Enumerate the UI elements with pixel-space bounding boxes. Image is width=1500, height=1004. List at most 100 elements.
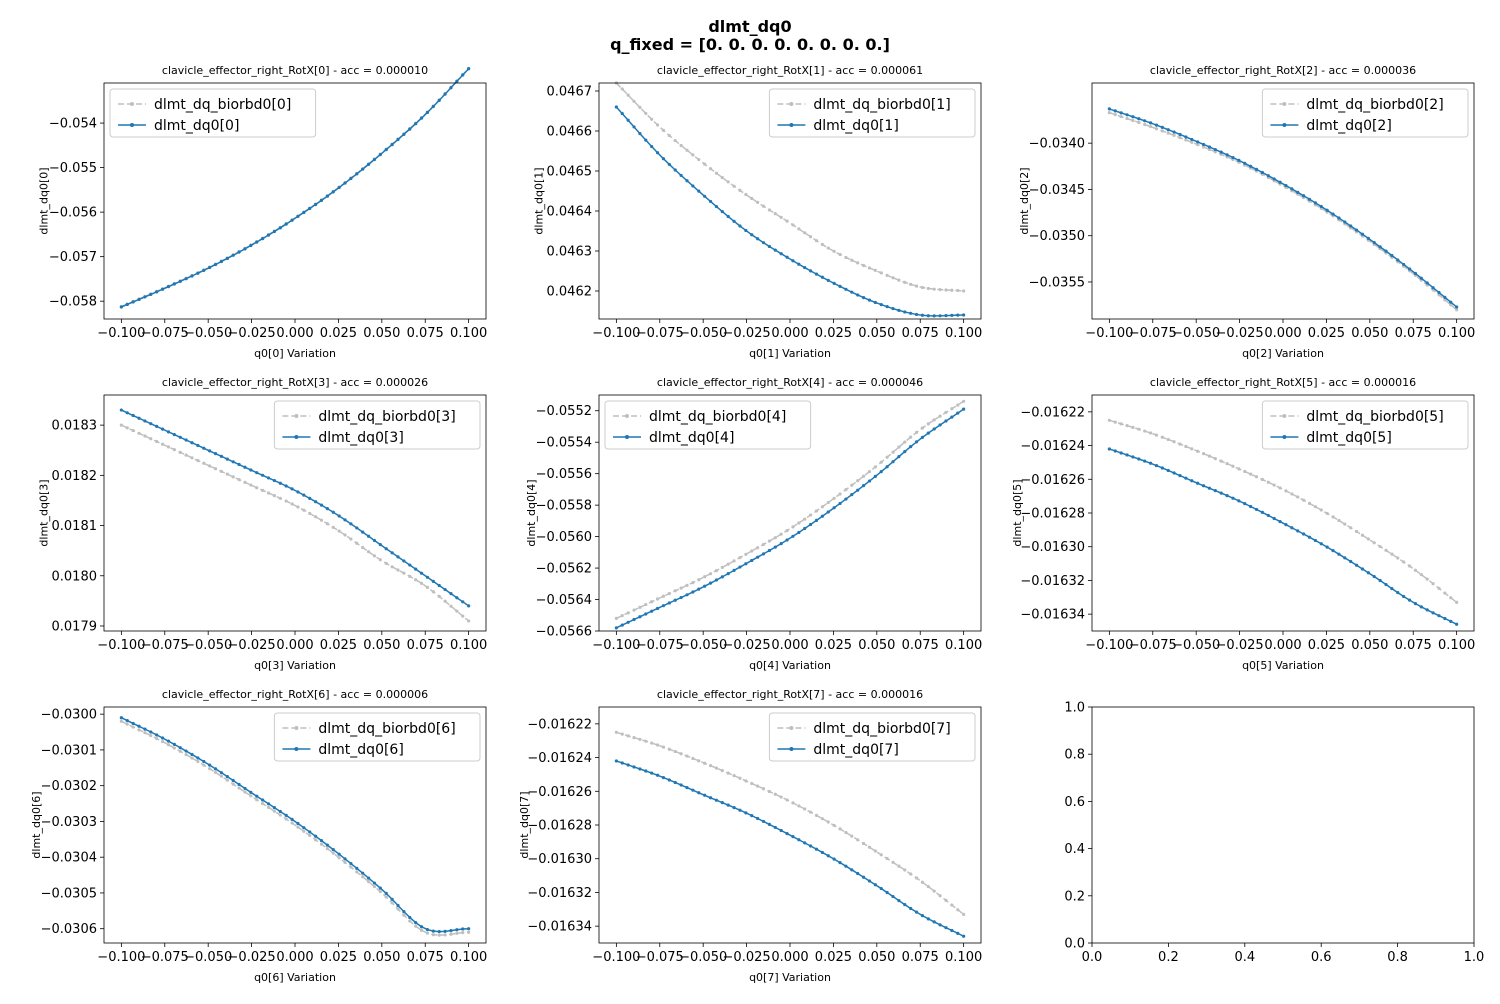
data-point bbox=[726, 803, 730, 807]
data-point bbox=[1201, 142, 1206, 147]
series-1 bbox=[614, 759, 966, 938]
data-point bbox=[885, 273, 889, 277]
data-point bbox=[155, 424, 159, 428]
data-point bbox=[744, 192, 748, 197]
subplot-title: clavicle_effector_right_RotX[0] - acc = … bbox=[162, 64, 428, 77]
data-point bbox=[202, 446, 206, 450]
data-point bbox=[155, 736, 159, 741]
data-point bbox=[384, 891, 388, 896]
data-point bbox=[1178, 136, 1182, 140]
data-point bbox=[125, 426, 129, 430]
data-point bbox=[932, 418, 936, 422]
data-point bbox=[231, 460, 235, 464]
series-0 bbox=[119, 719, 471, 937]
y-tick-label: −0.01622 bbox=[527, 717, 592, 732]
data-point bbox=[638, 615, 642, 619]
data-point bbox=[208, 265, 212, 270]
data-point bbox=[125, 411, 129, 415]
data-point bbox=[225, 457, 229, 461]
data-point bbox=[202, 268, 206, 273]
y-tick-label: −0.0558 bbox=[536, 499, 592, 514]
legend-label: dlmt_dq0[5] bbox=[1306, 430, 1391, 446]
x-tick-label: −0.075 bbox=[636, 326, 684, 341]
data-point bbox=[196, 759, 200, 764]
data-point bbox=[614, 105, 618, 109]
data-point bbox=[1349, 559, 1353, 564]
data-point bbox=[962, 407, 966, 411]
data-point bbox=[767, 548, 772, 553]
y-tick-label: −0.0562 bbox=[536, 562, 592, 577]
data-point bbox=[1148, 125, 1153, 129]
y-tick-label: −0.0355 bbox=[1029, 275, 1085, 290]
y-tick-label: −0.01624 bbox=[527, 751, 592, 766]
x-tick-label: 0.6 bbox=[1311, 950, 1332, 965]
data-point bbox=[814, 518, 819, 522]
data-point bbox=[1425, 577, 1429, 581]
data-point bbox=[903, 310, 907, 314]
data-point bbox=[850, 868, 854, 872]
data-point bbox=[314, 515, 318, 519]
data-point bbox=[767, 539, 772, 543]
data-point bbox=[620, 732, 624, 736]
data-point bbox=[832, 249, 836, 254]
data-point bbox=[372, 157, 377, 162]
data-point bbox=[938, 923, 942, 927]
data-point bbox=[414, 122, 418, 126]
data-point bbox=[1154, 123, 1159, 127]
data-point bbox=[761, 241, 766, 245]
data-point bbox=[1113, 109, 1117, 113]
data-point bbox=[1154, 463, 1159, 468]
y-tick-label: 0.0462 bbox=[547, 285, 593, 300]
data-point bbox=[337, 852, 341, 856]
legend-label: dlmt_dq_biorbd0[5] bbox=[1306, 409, 1443, 425]
data-point bbox=[626, 620, 630, 624]
data-point bbox=[909, 872, 913, 876]
data-point bbox=[644, 602, 648, 607]
series-1 bbox=[1107, 447, 1459, 626]
data-point bbox=[1225, 462, 1229, 466]
data-point bbox=[826, 246, 830, 250]
data-point bbox=[1307, 535, 1312, 539]
data-point bbox=[178, 450, 182, 454]
y-tick-label: 0.8 bbox=[1064, 748, 1085, 763]
data-point bbox=[944, 410, 948, 415]
subplot-title: clavicle_effector_right_RotX[6] - acc = … bbox=[162, 688, 428, 701]
data-point bbox=[679, 752, 683, 756]
subplot-7: clavicle_effector_right_RotX[7] - acc = … bbox=[518, 688, 982, 984]
data-point bbox=[926, 917, 930, 921]
data-point bbox=[1319, 204, 1323, 209]
data-point bbox=[261, 798, 265, 802]
x-tick-label: 0.050 bbox=[1351, 638, 1388, 653]
data-point bbox=[296, 505, 300, 509]
data-point bbox=[461, 930, 465, 935]
x-tick-label: −0.075 bbox=[1129, 326, 1177, 341]
data-point bbox=[366, 550, 371, 554]
data-point bbox=[909, 445, 913, 449]
data-point bbox=[178, 279, 182, 283]
data-point bbox=[650, 741, 654, 745]
x-tick-label: 0.100 bbox=[450, 638, 487, 653]
data-point bbox=[750, 196, 754, 201]
data-point bbox=[797, 227, 801, 231]
x-tick-label: −0.100 bbox=[592, 950, 640, 965]
data-point bbox=[950, 903, 954, 907]
data-point bbox=[708, 167, 713, 171]
data-point bbox=[814, 847, 819, 851]
data-point bbox=[1360, 232, 1365, 236]
data-point bbox=[284, 813, 288, 817]
data-point bbox=[814, 509, 819, 513]
x-tick-label: −0.025 bbox=[723, 638, 771, 653]
data-point bbox=[620, 623, 624, 627]
data-point bbox=[820, 817, 824, 821]
data-point bbox=[1249, 164, 1253, 168]
data-point bbox=[761, 542, 766, 547]
legend-label: dlmt_dq_biorbd0[7] bbox=[813, 721, 950, 737]
axes-frame bbox=[1091, 706, 1475, 944]
data-point bbox=[655, 123, 660, 127]
data-point bbox=[1113, 113, 1117, 117]
data-point bbox=[708, 199, 713, 204]
data-point bbox=[1437, 614, 1441, 618]
data-point bbox=[756, 546, 760, 550]
data-point bbox=[638, 737, 642, 741]
